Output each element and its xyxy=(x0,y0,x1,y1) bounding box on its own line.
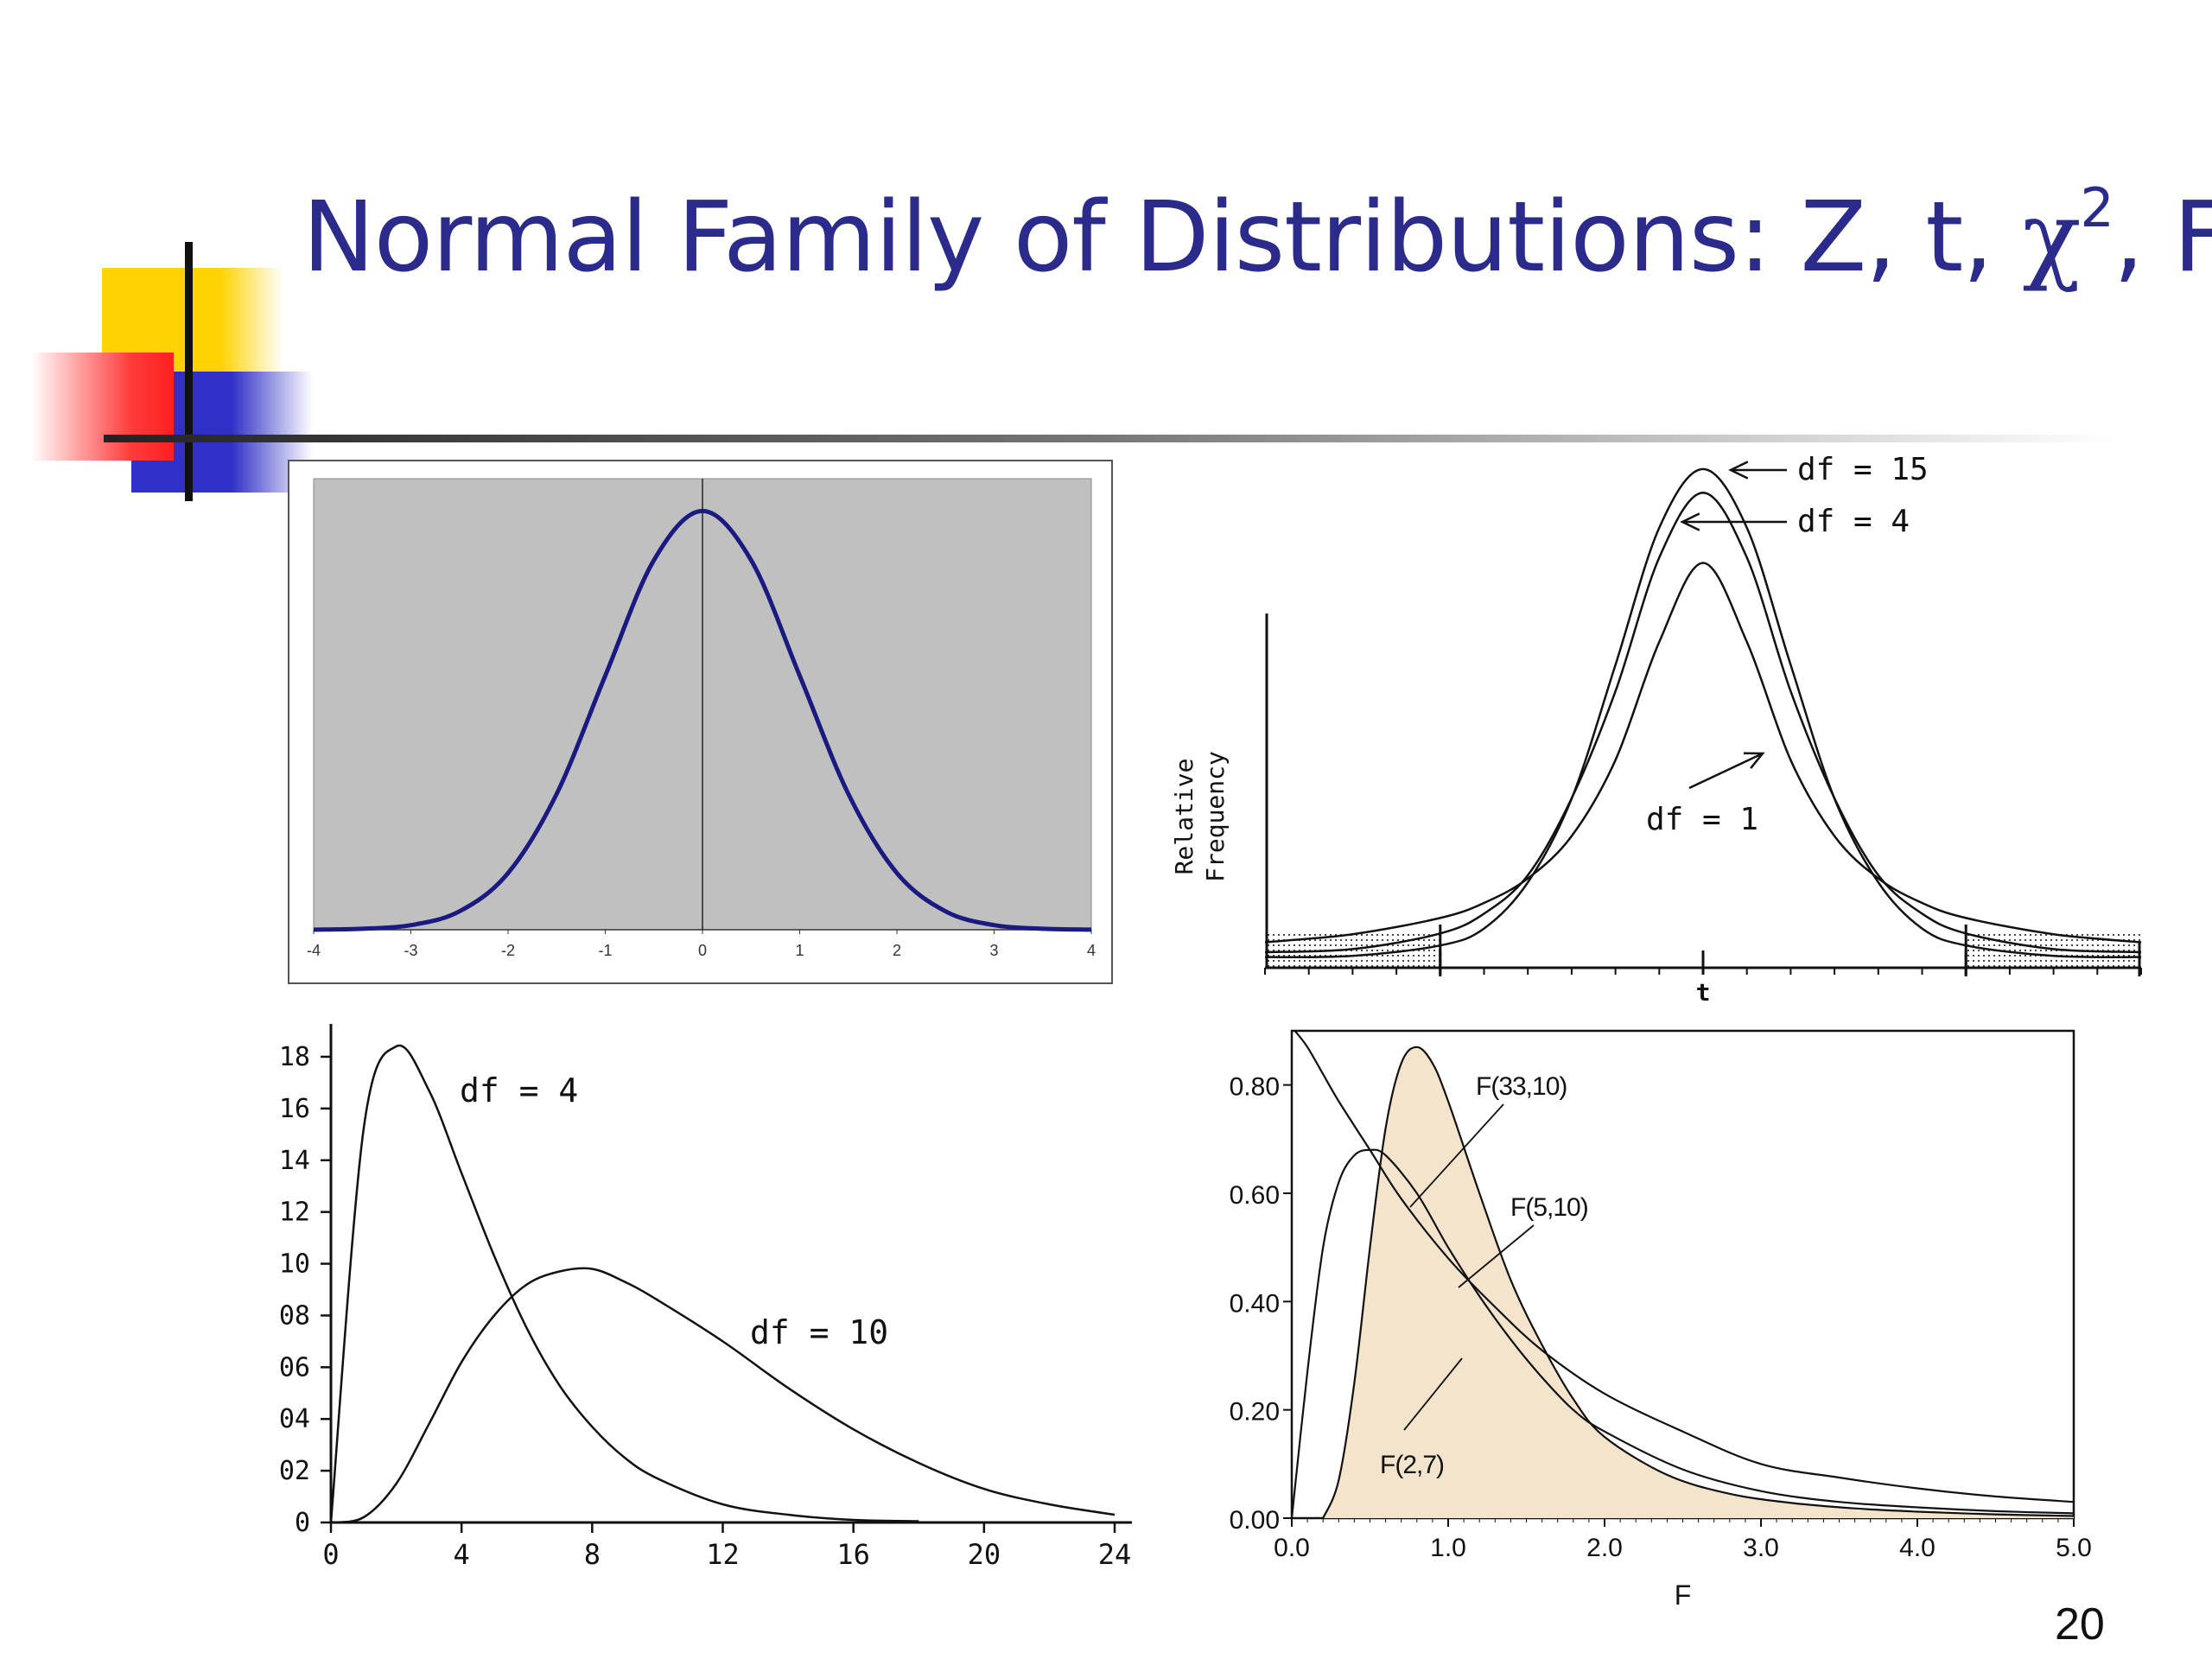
z-x-tick-label: -2 xyxy=(501,942,515,959)
t-y-label-line2: Frequency xyxy=(1201,751,1230,882)
t-y-label-line1: Relative xyxy=(1170,759,1198,875)
z-x-tick-label: -3 xyxy=(404,942,417,959)
chi-y-tick-label: 02 xyxy=(279,1456,310,1486)
f-curve-f33-10 xyxy=(1322,1046,2074,1518)
f-x-tick-label: 2.0 xyxy=(1586,1534,1623,1562)
f-annotation-f33-10: F(33,10) xyxy=(1476,1072,1567,1101)
z-x-tick-label: 3 xyxy=(989,942,998,959)
t-curve-df4 xyxy=(1264,491,2142,954)
chi-curve-df4 xyxy=(329,1044,919,1523)
chi-y-tick-label: 04 xyxy=(279,1404,310,1434)
f-x-tick-label: 4.0 xyxy=(1899,1534,1936,1562)
f-y-tick-label: 0.60 xyxy=(1230,1181,1280,1210)
f-annotation-f5-10: F(5,10) xyxy=(1510,1193,1588,1222)
f-curve-f2-7 xyxy=(1294,1031,2074,1503)
chi-y-tick-label: 06 xyxy=(279,1352,310,1382)
chi-y-tick-label: 10 xyxy=(279,1249,310,1280)
chi-y-tick-label: 18 xyxy=(279,1042,310,1072)
logo-red-square xyxy=(31,353,174,461)
title-tail: , F xyxy=(2113,181,2212,294)
f-annotation-f2-7-leader xyxy=(1403,1357,1463,1431)
f-x-tick-label: 3.0 xyxy=(1743,1534,1779,1562)
chi-y-tick-label: 0 xyxy=(295,1508,310,1538)
chi-x-tick-label: 8 xyxy=(584,1538,601,1571)
z-x-tick-label: -4 xyxy=(307,942,321,959)
f-distribution-chart: 0.00 0.20 0.40 0.60 0.80 0.0 1.0 2.0 3.0 4.0 5.0 F F… xyxy=(1230,1029,2092,1611)
t-curve-df1 xyxy=(1264,562,2142,944)
f-area-f33-10 xyxy=(1323,1046,2074,1518)
z-x-tick-label: 2 xyxy=(893,942,901,959)
t-annotation-df1-arrowhead xyxy=(1743,752,1765,769)
chi-y-tick-label: 12 xyxy=(279,1198,310,1228)
chi-x-tick-label: 0 xyxy=(322,1538,339,1571)
title-rule xyxy=(104,435,2117,442)
chi-annotation-df4: df = 4 xyxy=(460,1071,578,1109)
f-x-tick-label: 0.0 xyxy=(1274,1534,1310,1562)
page-number: 20 xyxy=(2055,1599,2105,1649)
chi-annotation-df10: df = 10 xyxy=(750,1313,888,1351)
chi-y-tick-label: 08 xyxy=(279,1300,310,1331)
slide-title: Normal Family of Distributions: Z, t, χ2… xyxy=(302,176,2212,294)
title-superscript: 2 xyxy=(2080,176,2113,239)
chi-x-tick-label: 4 xyxy=(454,1538,470,1571)
chi-curve-df10 xyxy=(330,1267,1116,1524)
f-y-tick-label: 0.20 xyxy=(1230,1398,1280,1427)
f-curve-f5-10 xyxy=(1292,1148,2074,1518)
t-annotation-df4: df = 4 xyxy=(1797,504,1910,539)
f-x-tick-label: 5.0 xyxy=(2056,1534,2092,1562)
chi-x-tick-label: 20 xyxy=(968,1538,1001,1571)
z-x-tick-label: -1 xyxy=(598,942,612,959)
t-annotation-df15-arrowhead xyxy=(1728,461,1749,480)
chi-x-tick-label: 16 xyxy=(836,1538,870,1571)
t-annotation-df15: df = 15 xyxy=(1797,452,1929,487)
t-annotation-df1: df = 1 xyxy=(1646,802,1758,837)
chi-x-tick-label: 12 xyxy=(706,1538,740,1571)
t-annotation-df4-arrowhead xyxy=(1680,512,1700,531)
z-x-tick-label: 4 xyxy=(1087,942,1096,959)
f-y-tick-label: 0.80 xyxy=(1230,1073,1280,1102)
corner-logo xyxy=(31,242,313,501)
f-y-tick-label: 0.40 xyxy=(1230,1289,1280,1318)
z-normal-chart: -4 -3 -2 -1 0 1 2 3 4 xyxy=(288,460,1113,984)
z-normal-curve xyxy=(313,508,1092,932)
z-x-tick-label: 1 xyxy=(795,942,804,959)
f-x-label: F xyxy=(1675,1580,1692,1611)
title-chi-symbol: χ xyxy=(2022,181,2082,294)
t-x-label: t xyxy=(1696,978,1711,1007)
f-annotation-f33-10-leader xyxy=(1409,1103,1504,1208)
chi-y-tick-label: 14 xyxy=(279,1146,310,1176)
t-distribution-chart: t Relative Frequency df = 15 df = 4 df = 1 xyxy=(1170,452,2142,1007)
t-annotation-df1-arrow xyxy=(1688,752,1764,790)
title-text: Normal Family of Distributions: Z, t, xyxy=(302,181,2023,294)
f-annotation-f2-7: F(2,7) xyxy=(1380,1451,1444,1479)
chi-y-tick-label: 16 xyxy=(279,1094,310,1124)
z-x-tick-label: 0 xyxy=(698,942,707,959)
logo-vertical-bar xyxy=(185,242,193,501)
chi-x-tick-label: 24 xyxy=(1098,1538,1132,1571)
f-y-tick-label: 0.00 xyxy=(1230,1506,1280,1535)
f-x-tick-label: 1.0 xyxy=(1430,1534,1466,1562)
f-annotation-f5-10-leader xyxy=(1458,1224,1535,1288)
t-curve-df15 xyxy=(1264,467,2142,959)
